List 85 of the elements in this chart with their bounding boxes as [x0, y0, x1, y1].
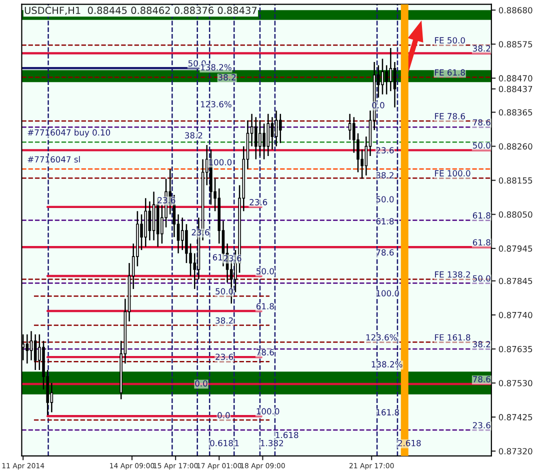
- annotation: 61.8: [472, 239, 490, 246]
- annotation: #7716047 sl: [28, 156, 80, 163]
- annotation: FE 138.2: [435, 271, 470, 278]
- annotation: 50.0: [376, 196, 394, 202]
- annotation: 123.6%: [366, 334, 397, 341]
- annotation: 1.382: [260, 440, 283, 446]
- annotation: 100.0: [256, 408, 280, 414]
- annotation: FE 100.0: [435, 170, 470, 176]
- annotation: 61.8: [256, 303, 274, 310]
- annotation: 50.0: [473, 142, 490, 149]
- annotation: 161.8: [376, 409, 399, 416]
- annotation: 23.6: [224, 255, 242, 262]
- annotation: 0.618: [210, 440, 233, 446]
- y-tick-label: 0.88575: [498, 41, 532, 48]
- chart-title: USDCHF,H1 0.88445 0.88462 0.88376 0.88437: [24, 6, 257, 16]
- y-tick-label: 0.88680: [498, 7, 532, 14]
- annotation: 78.6: [256, 349, 274, 356]
- candlestick: [266, 113, 270, 157]
- annotation: FE 50.0: [435, 37, 465, 44]
- annotation: 23.6: [250, 199, 268, 206]
- y-tick-label: 0.87320: [498, 448, 532, 454]
- annotation: 38.2: [472, 45, 490, 52]
- annotation: 23.6: [158, 197, 176, 204]
- candlestick: [180, 217, 184, 251]
- annotation: FE 78.6: [435, 113, 465, 120]
- y-tick-label: 0.88155: [498, 177, 532, 184]
- candlestick: [258, 120, 262, 157]
- annotation: 23.6: [216, 354, 234, 360]
- annotation: 0.0: [372, 102, 384, 108]
- annotation: 23.6: [472, 422, 490, 428]
- annotation: 61.8: [376, 218, 394, 224]
- y-tick-label: 0.88437: [498, 86, 532, 92]
- candlestick: [185, 223, 188, 264]
- y-tick-label: 0.87530: [498, 380, 532, 386]
- candlestick: [262, 122, 266, 160]
- annotation: #7716047 buy 0.10: [28, 129, 110, 138]
- candlestick: [385, 64, 388, 96]
- annotation: 138.2%: [372, 361, 402, 368]
- annotation: 38.2: [185, 132, 202, 139]
- annotation: 78.6: [473, 119, 490, 126]
- candlestick: [381, 58, 384, 96]
- annotation: 50.0: [256, 268, 274, 274]
- candlestick: [254, 116, 258, 160]
- y-tick-label: 0.87740: [498, 312, 532, 318]
- annotation: 1: [235, 440, 239, 446]
- annotation: FE 61.8: [435, 69, 465, 76]
- annotation: 61: [212, 254, 222, 260]
- annotation: 100.0: [376, 290, 399, 296]
- y-tick-label: 0.88470: [498, 75, 532, 82]
- candlestick: [270, 116, 274, 150]
- y-tick-label: 0.87635: [498, 346, 532, 352]
- annotation: 78.6: [473, 376, 490, 382]
- y-tick-label: 0.88050: [498, 211, 532, 218]
- annotation: 38.2: [216, 317, 233, 324]
- annotation: 123.6%: [200, 101, 232, 108]
- candlestick: [393, 61, 396, 108]
- annotation: 61.8: [472, 212, 490, 219]
- y-tick-label: 0.87945: [498, 245, 532, 252]
- candlestick: [348, 113, 352, 140]
- annotation: 23.6: [376, 147, 394, 154]
- annotation: 38.2: [218, 74, 236, 80]
- annotation: 50.0: [216, 288, 234, 294]
- annotation: 1.618: [276, 432, 298, 438]
- candlestick: [278, 113, 282, 144]
- candlestick: [274, 110, 278, 147]
- annotation: 138.2%: [200, 64, 232, 70]
- annotation: 0.0: [218, 412, 230, 418]
- candlestick: [30, 330, 33, 361]
- y-tick-label: 0.87425: [498, 414, 532, 420]
- annotation: 50.0: [473, 275, 490, 282]
- annotation: 38.2: [376, 172, 394, 178]
- annotation: 50.0: [188, 60, 206, 67]
- annotation: 100.0: [209, 159, 232, 166]
- y-tick-label: 0.87845: [498, 278, 532, 284]
- candlestick: [26, 334, 29, 364]
- candlestick: [389, 47, 392, 92]
- candlestick: [148, 200, 152, 241]
- annotation: 23.6: [192, 229, 210, 236]
- y-tick-label: 0.88365: [498, 109, 532, 116]
- y-tick-label: 0.88260: [498, 143, 532, 150]
- annotation: FE 161.8: [435, 334, 470, 341]
- annotation: 0.0: [195, 380, 208, 387]
- annotation: 38.2: [472, 341, 490, 348]
- annotation: 2.618: [398, 440, 421, 446]
- annotation: 78.6: [376, 249, 394, 256]
